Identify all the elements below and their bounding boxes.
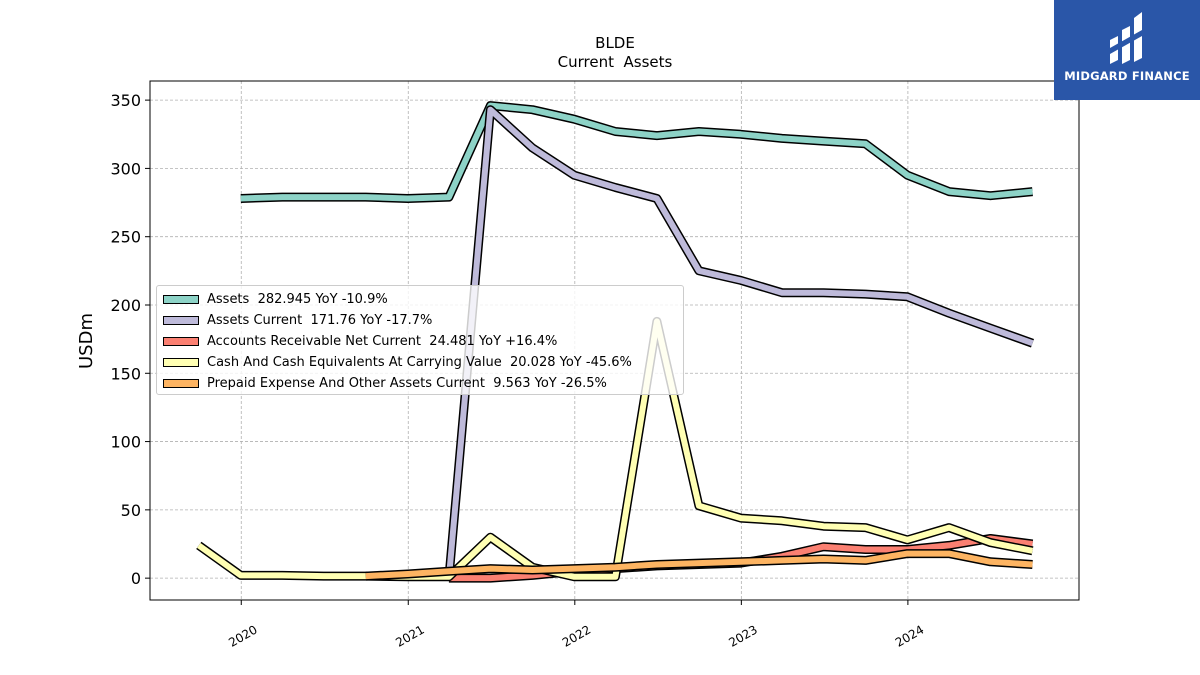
x-tick-label: 2024	[893, 622, 926, 649]
legend-swatch	[163, 316, 199, 325]
legend-item: Accounts Receivable Net Current 24.481 Y…	[163, 331, 677, 352]
midgard-logo-icon	[1110, 12, 1142, 64]
series-line	[197, 318, 1034, 580]
grid	[150, 81, 1079, 600]
y-axis: 0 50 100 150 200 250 300 350	[110, 91, 150, 588]
y-tick-label: 250	[110, 228, 141, 247]
legend-item: Prepaid Expense And Other Assets Current…	[163, 373, 677, 394]
x-axis: 2020 2021 2022 2023 2024	[226, 600, 926, 650]
y-tick-label: 350	[110, 91, 141, 110]
legend-swatch	[163, 337, 199, 346]
legend-label: Accounts Receivable Net Current 24.481 Y…	[207, 334, 558, 349]
x-tick-label: 2023	[726, 622, 759, 649]
x-tick-label: 2022	[560, 622, 593, 649]
legend-swatch	[163, 358, 199, 367]
y-tick-label: 0	[131, 569, 141, 588]
x-tick-label: 2021	[393, 622, 426, 649]
legend-swatch	[163, 295, 199, 304]
midgard-finance-logo: MIDGARD FINANCE	[1054, 0, 1200, 100]
legend-swatch	[163, 379, 199, 388]
series-layer	[196, 101, 1035, 583]
chart-title: BLDE	[595, 34, 635, 52]
chart-subtitle: Current Assets	[558, 53, 673, 71]
legend-label: Cash And Cash Equivalents At Carrying Va…	[207, 355, 632, 370]
plot-frame	[149, 80, 1080, 601]
series-line	[365, 550, 1033, 580]
logo-text: MIDGARD FINANCE	[1064, 69, 1190, 83]
y-tick-label: 150	[110, 364, 141, 383]
legend-label: Assets Current 171.76 YoY -17.7%	[207, 313, 433, 328]
series-0	[240, 101, 1033, 203]
legend-item: Cash And Cash Equivalents At Carrying Va…	[163, 352, 677, 373]
series-line	[445, 106, 1034, 579]
series-3	[196, 316, 1034, 582]
series-line-outline	[240, 101, 1033, 203]
x-tick-label: 2020	[226, 622, 259, 649]
legend-label: Prepaid Expense And Other Assets Current…	[207, 376, 607, 391]
y-tick-label: 300	[110, 159, 141, 178]
series-1	[444, 105, 1035, 579]
legend-item: Assets Current 171.76 YoY -17.7%	[163, 310, 677, 331]
legend-label: Assets 282.945 YoY -10.9%	[207, 292, 388, 307]
y-axis-label: USDm	[76, 313, 97, 369]
series-4	[365, 549, 1033, 581]
series-line	[240, 102, 1033, 202]
legend: Assets 282.945 YoY -10.9% Assets Current …	[156, 285, 684, 395]
y-tick-label: 200	[110, 296, 141, 315]
y-tick-label: 50	[121, 501, 141, 520]
y-tick-label: 100	[110, 433, 141, 452]
legend-item: Assets 282.945 YoY -10.9%	[163, 289, 677, 310]
